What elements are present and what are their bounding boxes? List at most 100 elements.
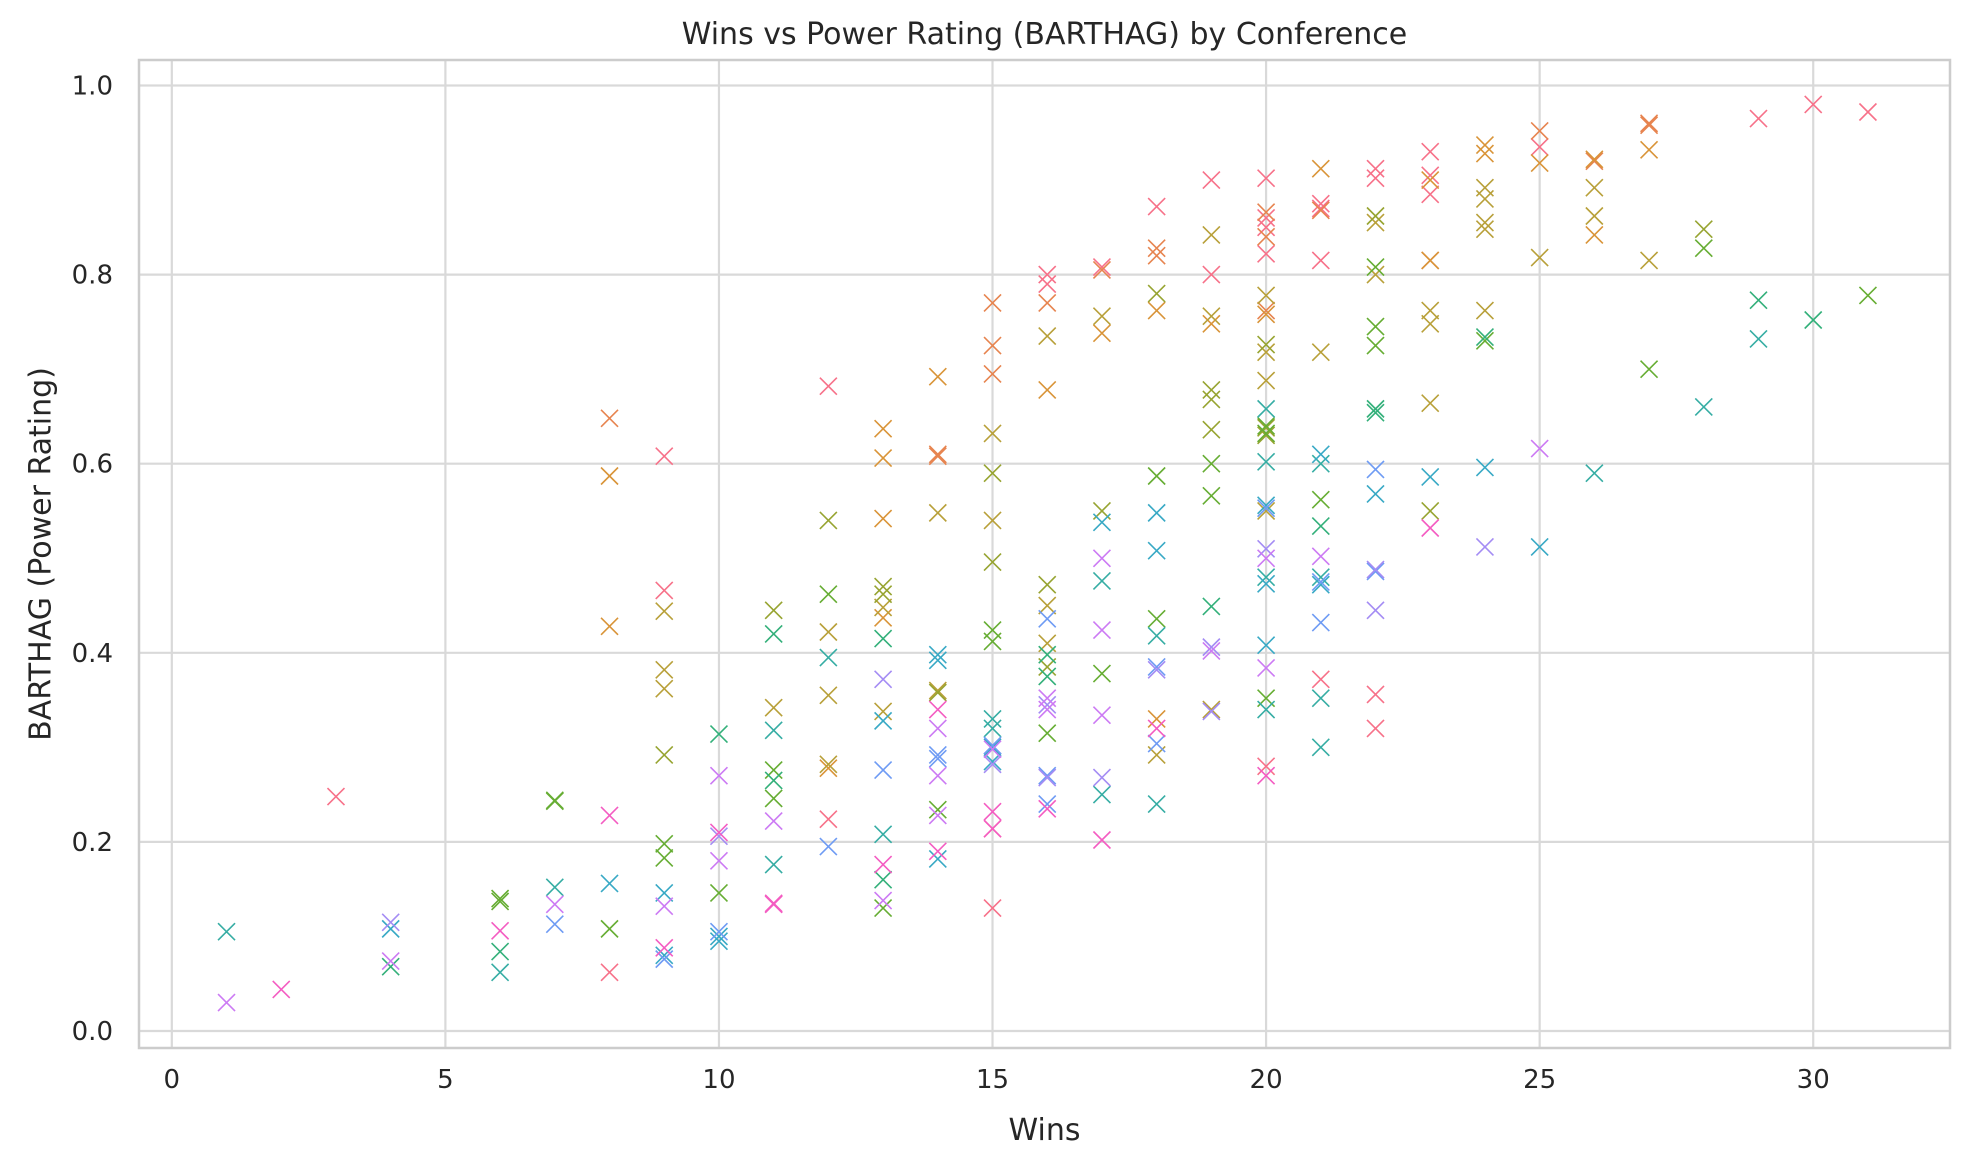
- data-point: [1366, 403, 1385, 422]
- data-point: [1038, 293, 1057, 313]
- data-point: [1366, 560, 1385, 579]
- data-point: [983, 819, 1002, 838]
- data-point: [1092, 664, 1112, 683]
- data-point: [1038, 700, 1057, 719]
- data-point: [1202, 420, 1221, 439]
- data-point: [217, 922, 236, 941]
- data-point: [1257, 574, 1276, 593]
- data-point: [1038, 667, 1057, 686]
- data-point: [1640, 140, 1659, 159]
- data-point: [1257, 499, 1276, 518]
- data-point: [1640, 114, 1659, 133]
- data-point: [1147, 197, 1166, 216]
- data-point: [1421, 467, 1440, 487]
- data-point: [1257, 416, 1276, 435]
- x-axis-ticks: 0 5 10 15 20 25 30: [164, 1065, 1830, 1095]
- data-point: [1640, 116, 1659, 135]
- data-point: [1092, 768, 1112, 787]
- data-point: [1038, 380, 1057, 400]
- data-point: [1311, 251, 1330, 270]
- data-point: [1694, 397, 1713, 417]
- data-point: [819, 686, 838, 705]
- data-point: [1421, 301, 1440, 320]
- data-point: [1421, 501, 1440, 521]
- data-point: [928, 800, 947, 819]
- data-point: [1366, 206, 1385, 226]
- data-point: [381, 951, 400, 971]
- data-point: [983, 899, 1002, 918]
- series-conference-04: [655, 178, 1659, 774]
- data-point: [874, 855, 893, 874]
- x-axis-title: Wins: [1009, 1113, 1081, 1148]
- data-point: [819, 622, 838, 642]
- data-point: [764, 789, 783, 808]
- data-point: [1257, 227, 1276, 246]
- x-tick-label: 15: [976, 1065, 1009, 1095]
- data-point: [819, 810, 838, 829]
- data-point: [874, 598, 893, 617]
- data-point: [874, 825, 893, 844]
- x-tick-label: 5: [437, 1065, 454, 1095]
- data-point: [1147, 541, 1166, 560]
- data-point: [600, 466, 619, 486]
- data-point: [1475, 327, 1495, 347]
- x-tick-label: 10: [702, 1065, 735, 1095]
- data-point: [1311, 445, 1330, 464]
- data-point: [1257, 501, 1276, 521]
- data-point: [1202, 265, 1221, 284]
- data-point: [600, 919, 619, 938]
- data-point: [928, 842, 947, 861]
- data-point: [655, 581, 674, 600]
- data-point: [1585, 150, 1604, 169]
- data-point: [1366, 399, 1385, 418]
- data-point: [1475, 537, 1495, 556]
- data-point: [1202, 702, 1221, 721]
- data-point: [1585, 206, 1604, 226]
- grid-layer: [139, 60, 1950, 1048]
- y-tick-label: 1.0: [72, 72, 113, 102]
- data-point: [1257, 700, 1276, 719]
- data-point: [928, 445, 947, 464]
- data-point: [491, 892, 510, 911]
- data-point: [1858, 286, 1877, 305]
- data-point: [1147, 660, 1166, 679]
- data-point: [709, 851, 729, 870]
- data-point: [1421, 171, 1440, 190]
- data-point: [1092, 549, 1112, 568]
- data-point: [709, 922, 729, 941]
- data-point: [874, 870, 893, 889]
- data-point: [1257, 169, 1276, 188]
- data-point: [1475, 220, 1495, 239]
- data-point: [1147, 657, 1166, 677]
- data-point: [600, 617, 619, 636]
- data-point: [1038, 799, 1057, 818]
- series-conference-10: [545, 460, 1385, 969]
- data-point: [1092, 706, 1112, 725]
- data-point: [983, 632, 1002, 651]
- data-point: [1530, 439, 1549, 458]
- data-point: [1475, 301, 1495, 320]
- data-point: [545, 895, 564, 914]
- data-point: [491, 942, 510, 961]
- data-point: [1311, 517, 1330, 536]
- data-point: [1147, 795, 1166, 814]
- data-point: [1366, 484, 1385, 504]
- data-point: [655, 897, 674, 916]
- data-point: [1147, 246, 1166, 265]
- data-point: [764, 698, 783, 717]
- data-point: [545, 915, 564, 934]
- data-point: [1147, 503, 1166, 522]
- data-point: [1694, 220, 1713, 239]
- data-point: [983, 755, 1002, 774]
- data-point: [1366, 317, 1385, 336]
- data-point: [1092, 260, 1112, 279]
- series-conference-07: [381, 291, 1823, 976]
- y-tick-label: 0.2: [72, 828, 113, 858]
- data-point: [1257, 424, 1276, 443]
- data-point: [1038, 645, 1057, 664]
- data-point: [1038, 795, 1057, 814]
- data-point: [1257, 636, 1276, 655]
- data-point: [1366, 719, 1385, 738]
- data-point: [764, 771, 783, 790]
